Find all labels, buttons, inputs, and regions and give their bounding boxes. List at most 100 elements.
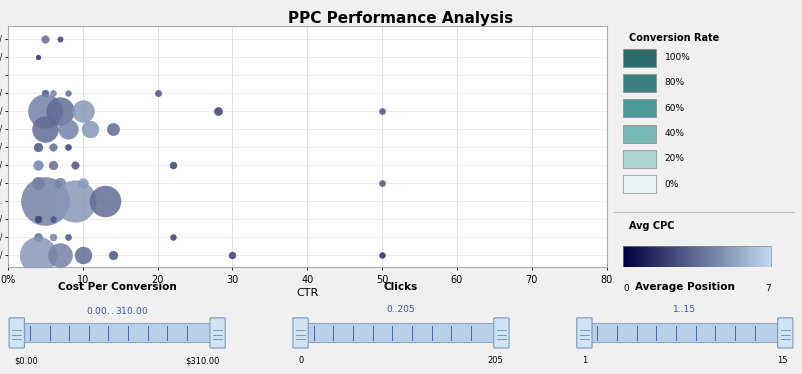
Point [31, 162, 44, 168]
Bar [700, 246, 702, 270]
Text: Cost Per Conversion: Cost Per Conversion [58, 282, 176, 292]
Bar [650, 246, 651, 270]
Text: 205: 205 [488, 356, 504, 365]
Bar [744, 246, 746, 270]
Bar [718, 246, 719, 270]
Bar [585, 324, 785, 343]
Bar [738, 246, 739, 270]
Bar [683, 246, 684, 270]
Text: 15: 15 [777, 356, 788, 365]
Text: Average Position: Average Position [635, 282, 735, 292]
Text: Avg CPC: Avg CPC [629, 221, 674, 232]
Bar [623, 246, 625, 270]
Bar [634, 246, 635, 270]
Bar [746, 246, 747, 270]
FancyBboxPatch shape [494, 318, 509, 348]
Bar [688, 246, 690, 270]
Bar [699, 246, 700, 270]
FancyBboxPatch shape [623, 49, 656, 67]
Point [69, 198, 82, 204]
Point [47, 162, 59, 168]
Point [54, 36, 67, 42]
Bar [702, 246, 703, 270]
Bar [662, 246, 663, 270]
Point [31, 216, 44, 222]
FancyBboxPatch shape [577, 318, 592, 348]
Bar [637, 246, 638, 270]
Bar [707, 246, 709, 270]
Text: $0.00..$310.00: $0.00..$310.00 [86, 304, 148, 316]
Bar [653, 246, 654, 270]
Bar [723, 246, 725, 270]
Bar [678, 246, 679, 270]
Bar [713, 246, 715, 270]
Bar [704, 246, 706, 270]
Point [39, 126, 52, 132]
FancyBboxPatch shape [9, 318, 24, 348]
Bar [765, 246, 766, 270]
Bar [691, 246, 693, 270]
Point [166, 234, 179, 240]
Bar [753, 246, 755, 270]
Point [47, 234, 59, 240]
Bar [709, 246, 711, 270]
Bar [731, 246, 732, 270]
Point [54, 180, 67, 186]
Bar [741, 246, 743, 270]
Bar [639, 246, 641, 270]
Point [47, 216, 59, 222]
Bar [716, 246, 718, 270]
Bar [757, 246, 759, 270]
Bar [743, 246, 744, 270]
Bar [693, 246, 694, 270]
Bar [769, 246, 771, 270]
Point [76, 180, 89, 186]
Bar [728, 246, 729, 270]
Text: 100%: 100% [665, 53, 691, 62]
Bar [732, 246, 734, 270]
FancyBboxPatch shape [623, 150, 656, 168]
Bar [697, 246, 699, 270]
Bar [663, 246, 665, 270]
Bar [737, 246, 738, 270]
X-axis label: CTR: CTR [296, 288, 318, 298]
FancyBboxPatch shape [210, 318, 225, 348]
Point [62, 144, 75, 150]
FancyBboxPatch shape [778, 318, 793, 348]
Point [39, 108, 52, 114]
Point [375, 108, 388, 114]
Text: 0..205: 0..205 [387, 304, 415, 313]
Point [39, 36, 52, 42]
Bar [760, 246, 762, 270]
Bar [762, 246, 764, 270]
Bar [747, 246, 748, 270]
Bar [690, 246, 691, 270]
Bar [755, 246, 756, 270]
Point [62, 234, 75, 240]
Point [31, 252, 44, 258]
Bar [681, 246, 683, 270]
Text: $0.00: $0.00 [14, 356, 38, 365]
Bar [687, 246, 688, 270]
Point [31, 234, 44, 240]
Point [166, 162, 179, 168]
Text: 40%: 40% [665, 129, 685, 138]
Point [62, 126, 75, 132]
Text: 60%: 60% [665, 104, 685, 113]
Point [62, 90, 75, 96]
Point [47, 144, 59, 150]
Bar [628, 246, 630, 270]
Point [152, 90, 164, 96]
Bar [656, 246, 658, 270]
Bar [706, 246, 707, 270]
Bar [695, 246, 697, 270]
Bar [670, 246, 672, 270]
Point [39, 198, 52, 204]
Bar [17, 324, 217, 343]
Point [84, 126, 97, 132]
Text: 1..15: 1..15 [674, 304, 696, 313]
Bar [666, 246, 667, 270]
Point [54, 252, 67, 258]
Bar [734, 246, 735, 270]
Point [375, 252, 388, 258]
